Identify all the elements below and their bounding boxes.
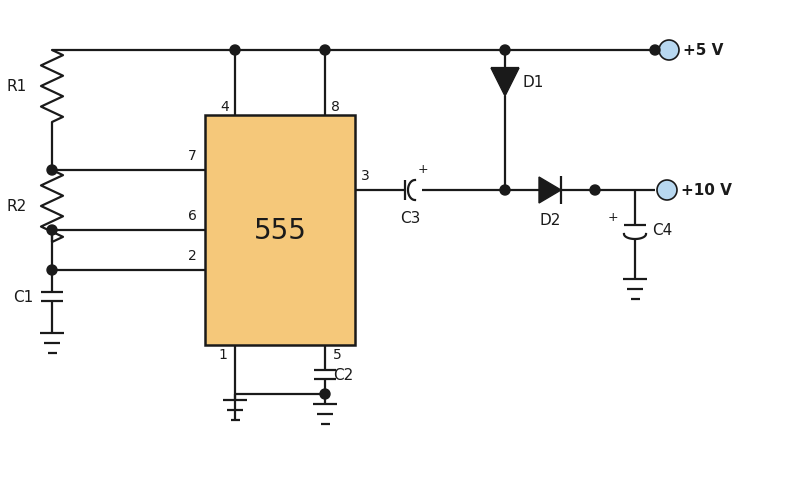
Polygon shape: [539, 178, 561, 204]
Text: +10 V: +10 V: [681, 183, 732, 198]
Text: 2: 2: [188, 249, 197, 263]
Text: 4: 4: [220, 100, 229, 114]
Text: D2: D2: [539, 213, 561, 228]
Circle shape: [657, 180, 677, 201]
Polygon shape: [491, 69, 519, 97]
Text: +: +: [607, 211, 618, 224]
Circle shape: [47, 166, 57, 176]
Text: D1: D1: [523, 75, 544, 90]
Circle shape: [230, 46, 240, 56]
Text: 1: 1: [218, 347, 227, 361]
Text: +: +: [418, 163, 428, 176]
Circle shape: [320, 46, 330, 56]
Text: C4: C4: [652, 223, 672, 238]
Circle shape: [590, 186, 600, 195]
Circle shape: [659, 41, 679, 61]
Circle shape: [47, 265, 57, 276]
Text: 555: 555: [254, 216, 306, 244]
Text: 3: 3: [361, 168, 370, 182]
Circle shape: [500, 186, 510, 195]
Text: C3: C3: [400, 211, 420, 226]
Text: 7: 7: [188, 149, 197, 163]
Text: +5 V: +5 V: [683, 43, 723, 59]
Circle shape: [47, 226, 57, 236]
Text: R2: R2: [6, 199, 27, 214]
Text: R1: R1: [6, 79, 27, 94]
Text: C1: C1: [13, 289, 33, 304]
Text: C2: C2: [333, 367, 354, 382]
Circle shape: [500, 46, 510, 56]
Circle shape: [320, 389, 330, 399]
Circle shape: [650, 46, 660, 56]
Text: 8: 8: [331, 100, 340, 114]
Text: 5: 5: [333, 347, 342, 361]
FancyBboxPatch shape: [205, 116, 355, 345]
Text: 6: 6: [188, 209, 197, 223]
